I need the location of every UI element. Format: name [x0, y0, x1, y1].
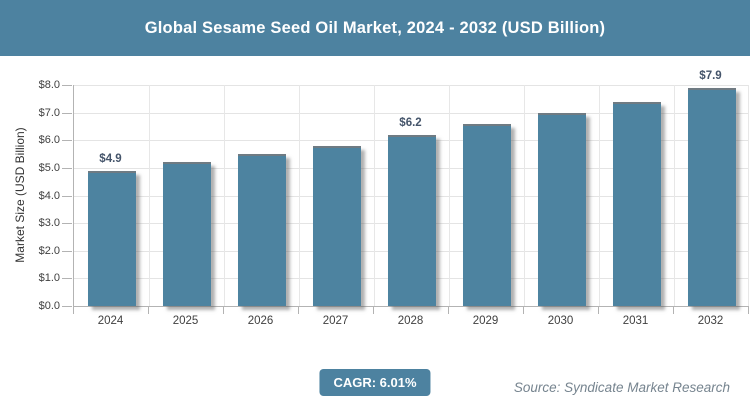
x-axis-tick [598, 307, 599, 314]
bar-2025 [162, 162, 211, 306]
x-tick-label: 2030 [547, 315, 574, 327]
y-tick-label: $2.0 [38, 244, 60, 257]
bar-chart: Market Size (USD Billion) $8.0 $7.0 $6.0 $5… [0, 56, 750, 346]
x-tick-label: 2031 [622, 315, 649, 327]
y-axis-tick [62, 112, 72, 114]
bar-value-label: $7.9 [699, 69, 722, 82]
chart-title-bar: Global Sesame Seed Oil Market, 2024 - 20… [0, 0, 750, 56]
plot-area [73, 85, 749, 307]
v-gridline [674, 85, 675, 306]
v-gridline [374, 85, 375, 306]
x-axis-tick [373, 307, 374, 314]
chart-title: Global Sesame Seed Oil Market, 2024 - 20… [144, 18, 606, 37]
y-axis-tick [62, 140, 72, 142]
x-axis-tick [748, 307, 749, 314]
v-gridline [449, 85, 450, 306]
bar-2029 [462, 123, 511, 306]
x-axis-tick [298, 307, 299, 314]
x-axis-tick [73, 307, 74, 314]
x-axis-tick [673, 307, 674, 314]
y-tick-label: $3.0 [38, 217, 60, 230]
v-gridline [599, 85, 600, 306]
y-axis-tick [62, 306, 72, 307]
bar-2032 [687, 87, 736, 306]
x-tick-label: 2028 [397, 315, 424, 327]
bar-2026 [237, 154, 286, 306]
bar-2027 [312, 145, 361, 306]
x-axis-tick [448, 307, 449, 314]
bar-2024 [87, 170, 136, 306]
cagr-badge: CAGR: 6.01% [319, 369, 431, 396]
x-tick-label: 2027 [322, 315, 349, 327]
v-gridline [299, 85, 300, 306]
x-tick-label: 2032 [697, 315, 724, 327]
bar-value-label: $4.9 [99, 152, 122, 165]
bar-value-label: $6.2 [399, 116, 422, 129]
y-axis-tick [62, 195, 72, 197]
x-axis-tick [148, 307, 149, 314]
y-tick-label: $0.0 [38, 300, 60, 312]
h-gridline [74, 85, 749, 86]
y-tick-label: $7.0 [38, 106, 60, 119]
bar-2030 [537, 112, 586, 306]
source-note: Source: Syndicate Market Research [513, 380, 730, 395]
y-axis-tick [62, 250, 72, 252]
v-gridline [149, 85, 150, 306]
x-tick-label: 2026 [247, 315, 274, 327]
bar-2028 [387, 134, 436, 306]
x-axis-tick [223, 307, 224, 314]
y-tick-label: $5.0 [38, 161, 60, 174]
x-tick-label: 2025 [172, 315, 199, 327]
y-axis-tick [62, 223, 72, 225]
v-gridline [748, 85, 749, 306]
y-tick-label: $4.0 [38, 189, 60, 202]
y-tick-label: $6.0 [38, 134, 60, 147]
v-gridline [224, 85, 225, 306]
x-axis-tick [523, 307, 524, 314]
y-tick-label: $8.0 [38, 79, 60, 91]
v-gridline [524, 85, 525, 306]
x-tick-label: 2029 [472, 315, 499, 327]
x-tick-label: 2024 [97, 315, 124, 327]
y-axis-tick [62, 85, 72, 86]
h-gridline [74, 112, 749, 114]
bar-2031 [612, 101, 661, 306]
y-tick-label: $1.0 [38, 272, 60, 285]
y-axis-tick [62, 167, 72, 169]
y-axis-tick [62, 278, 72, 280]
